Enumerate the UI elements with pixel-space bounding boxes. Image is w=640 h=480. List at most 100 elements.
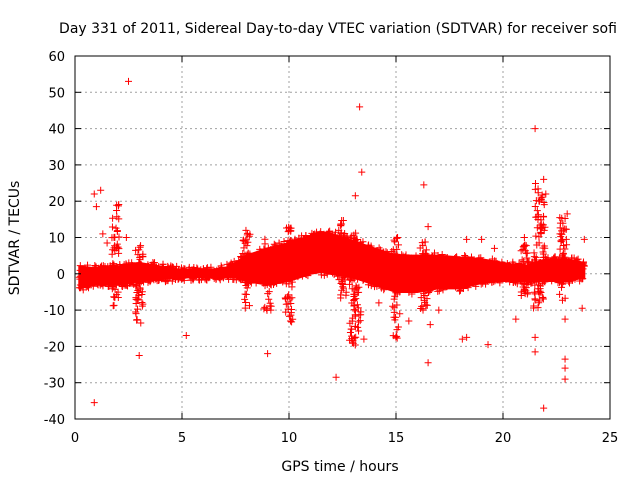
data-point <box>461 252 469 260</box>
data-point <box>467 253 475 261</box>
outlier-point <box>358 168 366 176</box>
data-point <box>423 257 431 265</box>
data-point <box>391 249 399 257</box>
data-point <box>312 251 320 259</box>
data-point <box>244 278 252 286</box>
data-point <box>297 267 305 275</box>
data-point <box>317 241 325 249</box>
data-point <box>521 267 529 275</box>
data-point <box>531 295 539 303</box>
data-point <box>391 284 399 292</box>
data-point <box>450 256 458 264</box>
outlier-point <box>356 103 364 111</box>
data-point <box>104 271 112 279</box>
data-point <box>329 244 337 252</box>
data-point <box>355 283 363 291</box>
data-point <box>263 305 271 313</box>
data-point <box>390 295 398 303</box>
data-point <box>324 233 332 241</box>
data-point <box>341 256 349 264</box>
outlier-point <box>580 235 588 243</box>
data-point <box>575 267 583 275</box>
data-point <box>310 256 318 264</box>
x-tick-label: 15 <box>388 431 405 446</box>
outlier-point <box>561 315 569 323</box>
outlier-point <box>561 375 569 383</box>
data-point <box>85 270 93 278</box>
data-point <box>110 293 118 301</box>
data-point <box>459 260 467 268</box>
data-point <box>558 276 566 284</box>
data-point <box>270 240 278 248</box>
data-point <box>388 247 396 255</box>
data-point <box>556 245 564 253</box>
data-point <box>267 250 275 258</box>
data-point <box>352 229 360 237</box>
data-point <box>155 277 163 285</box>
data-point <box>502 275 510 283</box>
data-point <box>296 268 304 276</box>
data-point <box>385 267 393 275</box>
data-point <box>253 254 261 262</box>
outlier-point <box>285 226 293 234</box>
data-point <box>520 242 528 250</box>
outlier-point <box>125 77 132 85</box>
data-point <box>284 237 292 245</box>
data-point <box>337 244 345 252</box>
data-point <box>364 254 372 262</box>
data-point <box>517 247 525 255</box>
data-point <box>109 271 117 279</box>
data-point <box>136 269 144 277</box>
data-point <box>237 262 245 270</box>
data-point <box>108 223 116 231</box>
data-point <box>309 260 317 268</box>
data-point <box>460 271 468 279</box>
data-point <box>393 332 401 340</box>
data-point <box>418 239 426 247</box>
data-point <box>561 253 569 261</box>
y-tick-label: 10 <box>48 232 65 247</box>
data-point <box>523 254 531 262</box>
data-point <box>511 274 519 282</box>
data-point <box>136 243 144 251</box>
data-point <box>109 214 117 222</box>
data-point <box>193 270 201 278</box>
data-point <box>267 257 275 265</box>
data-point <box>164 277 172 285</box>
data-point <box>313 228 321 236</box>
data-point <box>405 274 413 282</box>
data-point <box>559 241 567 249</box>
data-point <box>535 297 543 305</box>
data-point <box>145 270 153 278</box>
data-point <box>446 271 454 279</box>
data-point <box>339 274 347 282</box>
data-point <box>287 309 295 317</box>
data-point <box>337 248 345 256</box>
data-point <box>350 271 358 279</box>
data-point <box>527 279 535 287</box>
data-point <box>164 266 172 274</box>
data-point <box>319 236 327 244</box>
data-point <box>246 250 254 258</box>
data-point <box>206 273 214 281</box>
data-point <box>329 269 337 277</box>
data-point <box>531 180 539 188</box>
data-point <box>561 260 569 268</box>
data-point <box>288 253 296 261</box>
data-point <box>207 266 215 274</box>
data-point <box>520 268 528 276</box>
data-point <box>349 243 357 251</box>
data-point <box>134 288 142 296</box>
data-point <box>93 278 101 286</box>
data-point <box>425 267 433 275</box>
data-point <box>479 270 487 278</box>
data-point <box>352 265 360 273</box>
data-point <box>315 258 323 266</box>
data-point <box>465 272 473 280</box>
data-point <box>332 243 340 251</box>
data-point <box>228 268 236 276</box>
data-point <box>373 247 381 255</box>
data-point <box>241 269 249 277</box>
data-point <box>213 268 221 276</box>
data-point <box>115 270 123 278</box>
